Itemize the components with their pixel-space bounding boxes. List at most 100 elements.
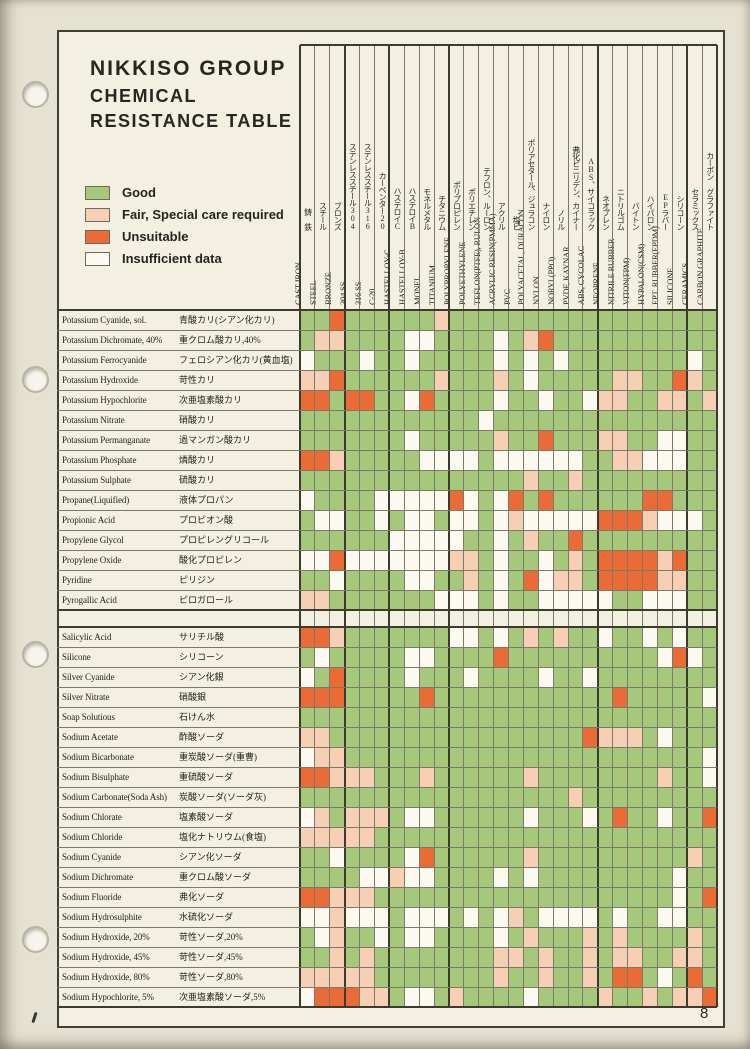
- resistance-cell: [449, 550, 464, 570]
- resistance-cell: [404, 927, 419, 947]
- resistance-cell: [464, 667, 479, 687]
- resistance-cell: [389, 927, 404, 947]
- resistance-cell: [360, 807, 374, 827]
- resistance-cell: [628, 927, 643, 947]
- resistance-cell: [702, 787, 717, 807]
- resistance-cell: [628, 550, 643, 570]
- resistance-cell: [389, 390, 404, 410]
- resistance-cell: [419, 967, 434, 987]
- grid-line-vertical: [388, 45, 391, 1007]
- resistance-cell: [523, 590, 538, 610]
- resistance-cell: [702, 590, 717, 610]
- resistance-cell: [389, 330, 404, 350]
- resistance-cell: [345, 667, 360, 687]
- resistance-cell: [389, 987, 404, 1007]
- resistance-cell: [404, 490, 419, 510]
- resistance-cell: [360, 967, 374, 987]
- resistance-cell: [628, 787, 643, 807]
- resistance-cell: [702, 707, 717, 727]
- resistance-cell: [687, 350, 702, 370]
- resistance-cell: [464, 530, 479, 550]
- resistance-cell: [434, 370, 449, 390]
- grid-line-horizontal: [57, 726, 717, 728]
- resistance-cell: [672, 887, 687, 907]
- resistance-cell: [523, 887, 538, 907]
- resistance-cell: [360, 987, 374, 1007]
- resistance-cell: [360, 827, 374, 847]
- resistance-cell: [404, 727, 419, 747]
- resistance-cell: [389, 827, 404, 847]
- grid-line-vertical: [463, 45, 465, 1007]
- resistance-cell: [464, 927, 479, 947]
- resistance-cell: [360, 787, 374, 807]
- resistance-cell: [672, 767, 687, 787]
- resistance-cell: [672, 747, 687, 767]
- resistance-cell: [523, 490, 538, 510]
- resistance-cell: [464, 707, 479, 727]
- resistance-cell: [553, 627, 568, 647]
- resistance-cell: [434, 847, 449, 867]
- page-number: 8: [700, 1005, 709, 1022]
- resistance-cell: [434, 887, 449, 907]
- resistance-cell: [643, 430, 657, 450]
- resistance-cell: [613, 827, 628, 847]
- grid-line-vertical: [701, 45, 703, 1007]
- resistance-cell: [687, 907, 702, 927]
- resistance-cell: [330, 787, 345, 807]
- resistance-cell: [389, 807, 404, 827]
- row-label-en: Sodium Hypochlorite, 5%: [62, 992, 154, 1002]
- resistance-cell: [449, 867, 464, 887]
- resistance-cell: [672, 550, 687, 570]
- grid-line-vertical: [656, 45, 658, 1007]
- resistance-cell: [583, 907, 598, 927]
- resistance-cell: [464, 887, 479, 907]
- resistance-cell: [494, 827, 508, 847]
- resistance-cell: [687, 370, 702, 390]
- resistance-cell: [702, 747, 717, 767]
- resistance-cell: [509, 727, 523, 747]
- resistance-cell: [374, 550, 389, 570]
- resistance-cell: [553, 967, 568, 987]
- grid-line-vertical: [433, 45, 435, 1007]
- resistance-cell: [345, 767, 360, 787]
- resistance-cell: [538, 510, 553, 530]
- resistance-cell: [613, 530, 628, 550]
- resistance-cell: [568, 550, 583, 570]
- resistance-cell: [523, 330, 538, 350]
- resistance-cell: [687, 747, 702, 767]
- resistance-cell: [509, 807, 523, 827]
- resistance-cell: [657, 590, 672, 610]
- resistance-cell: [374, 827, 389, 847]
- column-header-jp: ナイロン: [541, 202, 551, 230]
- resistance-cell: [598, 927, 613, 947]
- resistance-cell: [568, 727, 583, 747]
- resistance-cell: [494, 987, 508, 1007]
- resistance-cell: [315, 847, 330, 867]
- grid-line-horizontal: [57, 549, 717, 551]
- resistance-cell: [374, 470, 389, 490]
- resistance-cell: [598, 727, 613, 747]
- resistance-cell: [598, 510, 613, 530]
- resistance-cell: [509, 550, 523, 570]
- resistance-cell: [434, 627, 449, 647]
- resistance-cell: [687, 667, 702, 687]
- resistance-cell: [360, 907, 374, 927]
- resistance-cell: [315, 647, 330, 667]
- resistance-cell: [300, 410, 315, 430]
- resistance-cell: [523, 410, 538, 430]
- resistance-cell: [404, 470, 419, 490]
- resistance-cell: [345, 727, 360, 747]
- resistance-cell: [613, 590, 628, 610]
- resistance-cell: [449, 727, 464, 747]
- resistance-cell: [419, 847, 434, 867]
- resistance-cell: [538, 647, 553, 667]
- grid-line-horizontal: [57, 926, 717, 928]
- resistance-cell: [434, 350, 449, 370]
- row-label-en: Sodium Hydroxide, 80%: [62, 972, 150, 982]
- grid-line-horizontal: [57, 329, 717, 331]
- resistance-cell: [315, 410, 330, 430]
- resistance-cell: [628, 867, 643, 887]
- resistance-cell: [434, 727, 449, 747]
- resistance-cell: [494, 747, 508, 767]
- resistance-cell: [553, 450, 568, 470]
